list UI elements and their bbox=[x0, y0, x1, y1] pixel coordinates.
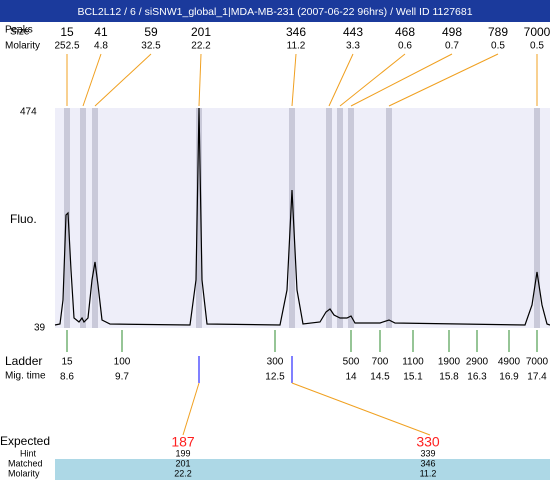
peak-molarity: 4.8 bbox=[94, 41, 108, 52]
peak-band bbox=[64, 108, 70, 328]
peak-size: 7000 bbox=[524, 25, 550, 39]
ladder-mig-time: 17.4 bbox=[527, 372, 547, 383]
peak-size: 201 bbox=[191, 25, 211, 39]
peak-band bbox=[326, 108, 332, 328]
ladder-mig-time: 14.5 bbox=[370, 372, 390, 383]
peaks-label: Peaks bbox=[5, 25, 33, 36]
header-bar bbox=[0, 0, 550, 22]
peak-band bbox=[80, 108, 86, 328]
peak-connector bbox=[388, 53, 499, 107]
peak-band bbox=[386, 108, 392, 328]
peak-size: 15 bbox=[60, 25, 74, 39]
connector bbox=[182, 382, 200, 436]
ladder-size: 15 bbox=[61, 357, 73, 368]
matched-value: 346 bbox=[420, 458, 435, 468]
peak-connector bbox=[82, 53, 102, 107]
molarity-value: 11.2 bbox=[420, 468, 437, 478]
plot-area bbox=[55, 108, 550, 328]
hint-label: Hint bbox=[20, 448, 37, 458]
peak-band bbox=[196, 108, 202, 328]
size-label: Size bbox=[10, 27, 30, 38]
ladder-mig-time: 14 bbox=[345, 372, 357, 383]
y-min-label: 39 bbox=[34, 323, 46, 334]
molarity-label: Molarity bbox=[8, 468, 40, 478]
peak-molarity: 0.5 bbox=[491, 41, 505, 52]
hint-value: 339 bbox=[420, 448, 435, 458]
ladder-mig-time: 16.3 bbox=[467, 372, 487, 383]
peak-size: 468 bbox=[395, 25, 415, 39]
expected-label: Expected bbox=[0, 434, 50, 448]
ladder-size: 1900 bbox=[438, 357, 461, 368]
peak-molarity: 252.5 bbox=[54, 41, 79, 52]
peak-size: 498 bbox=[442, 25, 462, 39]
peak-size: 789 bbox=[488, 25, 508, 39]
trace bbox=[54, 107, 550, 326]
peak-band bbox=[337, 108, 343, 328]
matched-label: Matched bbox=[8, 458, 43, 468]
ladder-mig-time: 9.7 bbox=[115, 372, 129, 383]
ladder-mig-time: 16.9 bbox=[499, 372, 519, 383]
y-axis-label: Fluo. bbox=[10, 212, 37, 226]
ladder-size: 300 bbox=[267, 357, 284, 368]
peak-band bbox=[92, 108, 98, 328]
molarity-label: Molarity bbox=[5, 41, 40, 52]
y-max-label: 474 bbox=[20, 107, 37, 118]
peak-molarity: 32.5 bbox=[141, 41, 161, 52]
mig-label: Mig. time bbox=[5, 371, 46, 382]
ladder-mig-time: 12.5 bbox=[265, 372, 285, 383]
peak-connector bbox=[291, 53, 297, 107]
peak-molarity: 0.5 bbox=[530, 41, 544, 52]
peak-band bbox=[348, 108, 354, 328]
peak-size: 443 bbox=[343, 25, 363, 39]
peak-band bbox=[289, 108, 295, 328]
ladder-size: 4900 bbox=[498, 357, 521, 368]
peak-connector bbox=[350, 53, 453, 107]
peak-band bbox=[534, 108, 540, 328]
ladder-size: 1100 bbox=[402, 357, 424, 368]
ladder-size: 700 bbox=[372, 357, 389, 368]
ladder-mig-time: 15.8 bbox=[439, 372, 459, 383]
expected-value: 187 bbox=[171, 434, 195, 450]
ladder-size: 7000 bbox=[526, 357, 549, 368]
peak-connector bbox=[328, 53, 354, 107]
peak-molarity: 0.7 bbox=[445, 41, 459, 52]
ladder-size: 2900 bbox=[466, 357, 489, 368]
peak-connector bbox=[339, 53, 406, 107]
expected-value: 330 bbox=[416, 434, 440, 450]
ladder-size: 500 bbox=[343, 357, 360, 368]
hint-value: 199 bbox=[175, 448, 190, 458]
peak-connector bbox=[198, 53, 202, 107]
peak-connector bbox=[94, 53, 152, 107]
ladder-size: 100 bbox=[114, 357, 131, 368]
peak-molarity: 11.2 bbox=[287, 41, 306, 52]
matched-band bbox=[55, 459, 550, 480]
peak-size: 41 bbox=[94, 25, 108, 39]
connector bbox=[291, 382, 431, 436]
peak-molarity: 3.3 bbox=[346, 41, 360, 52]
peak-molarity: 22.2 bbox=[191, 41, 211, 52]
peak-size: 59 bbox=[144, 25, 158, 39]
ladder-label: Ladder bbox=[5, 354, 42, 368]
peak-molarity: 0.6 bbox=[398, 41, 412, 52]
header-title: BCL2L12 / 6 / siSNW1_global_1|MDA-MB-231… bbox=[77, 6, 472, 18]
peak-size: 346 bbox=[286, 25, 306, 39]
molarity-value: 22.2 bbox=[174, 468, 192, 478]
matched-value: 201 bbox=[175, 458, 190, 468]
ladder-mig-time: 8.6 bbox=[60, 372, 74, 383]
ladder-mig-time: 15.1 bbox=[403, 372, 423, 383]
